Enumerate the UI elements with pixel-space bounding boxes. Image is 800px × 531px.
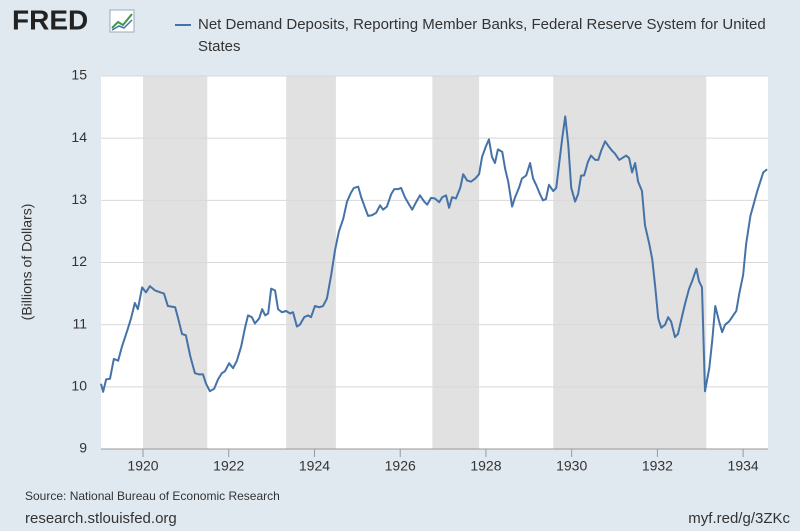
data-line [100,115,768,393]
site: research.stlouisfed.org [25,510,177,527]
logo-icon [109,9,135,33]
x-tick-label: 1934 [728,458,759,474]
y-tick-label: 12 [71,253,87,269]
legend-key [175,24,191,26]
logo: FRED [12,4,88,35]
x-tick-label: 1928 [470,458,501,474]
x-tick-label: 1922 [213,458,244,474]
source: Source: National Bureau of Economic Rese… [25,489,280,503]
y-tick-label: 13 [71,191,87,207]
y-tick-label: 14 [71,129,87,145]
x-tick-label: 1920 [127,458,158,474]
x-tick-label: 1924 [299,458,330,474]
y-axis-label: (Billions of Dollars) [19,204,35,321]
y-tick-label: 9 [79,440,87,456]
x-tick-label: 1926 [385,458,416,474]
x-tick-label: 1932 [642,458,673,474]
short-link: myf.red/g/3ZKc [688,510,790,527]
y-tick-label: 15 [71,67,87,83]
y-tick-label: 11 [72,315,87,331]
y-tick-label: 10 [71,378,87,394]
legend-label: Net Demand Deposits, Reporting Member Ba… [198,16,766,55]
x-tick-label: 1930 [556,458,587,474]
